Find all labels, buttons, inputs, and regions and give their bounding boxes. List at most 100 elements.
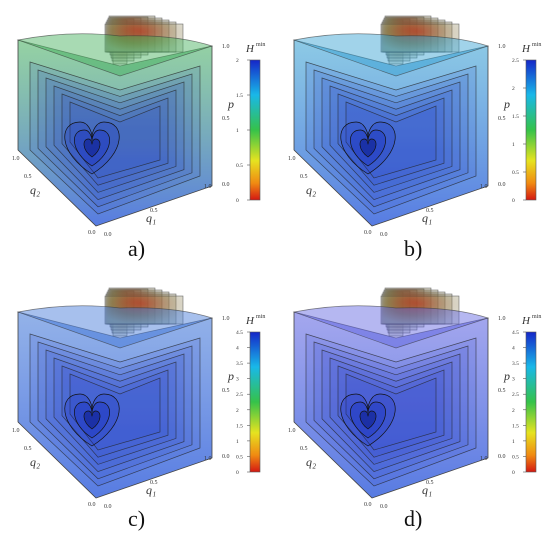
isosurface-plot-a: 1.0 0.5 0.0 q₂ 1.0 0.5 0.0 q₁ 1.0 0.5 0.0 p H min 2 1.5…	[12, 15, 265, 238]
q2-axis-label: q₂	[306, 183, 316, 197]
q2-tick-max: 1.0	[12, 156, 20, 162]
heart-contours	[64, 121, 120, 175]
axis-labels: 1.0 0.5 0.0 q₂ 1.0 0.5 0.0 q₁ 1.0 0.5 0.0 p	[12, 316, 234, 510]
q1-axis-label: q₁	[146, 211, 156, 225]
nested-shell	[329, 85, 453, 193]
p-axis-label: p	[227, 97, 234, 111]
isosurface-group: 1.0 0.5 0.0 q₂ 1.0 0.5 0.0 q₁ 1.0 0.5 0.0 p	[12, 287, 234, 510]
colorbar-title-sup: min	[532, 42, 541, 48]
q1-axis-label: q₁	[422, 483, 432, 497]
colorbar-tick-label: 4.5	[512, 330, 519, 336]
nested-shell	[305, 61, 477, 215]
nested-shell	[53, 85, 177, 193]
colorbar-tick-label: 0	[236, 470, 239, 476]
colorbar-tick-label: 4	[512, 346, 515, 352]
colorbar-gradient	[249, 59, 261, 201]
colorbar-tick-label: 3	[512, 377, 515, 383]
q1-axis-label: q₁	[146, 483, 156, 497]
colorbar-tick-label: 0.5	[236, 454, 243, 460]
nested-shell	[69, 101, 161, 179]
caption-d: d)	[404, 506, 423, 531]
colorbar-tick-label: 1	[512, 142, 515, 148]
box-frame	[17, 40, 213, 227]
q2-tick-mid: 0.5	[300, 174, 308, 180]
slice-plane	[380, 23, 460, 53]
q2-tick-mid: 0.5	[24, 174, 32, 180]
colorbar-title: H	[521, 315, 531, 327]
colorbar-tick-label: 1	[236, 439, 239, 445]
colorbar-title: H	[245, 315, 255, 327]
colorbar-title: H	[245, 43, 255, 55]
isosurface-group: 1.0 0.5 0.0 q₂ 1.0 0.5 0.0 q₁ 1.0 0.5 0.0 p	[12, 15, 234, 238]
colorbar-tick-label: 1.5	[236, 93, 243, 99]
p-tick-max: 1.0	[498, 44, 506, 50]
colorbar-tick-label: 2.5	[512, 392, 519, 398]
heart-contour	[359, 138, 377, 158]
q2-tick-min: 0.0	[364, 230, 372, 236]
q1-tick-mid: 0.5	[426, 480, 434, 486]
heart-contour	[359, 410, 377, 430]
colorbar-tick-label: 1.5	[512, 423, 519, 429]
top-lid	[292, 33, 490, 77]
heart-contours	[340, 393, 396, 447]
nested-shell	[37, 341, 193, 480]
q2-tick-max: 1.0	[12, 428, 20, 434]
p-tick-min: 0.0	[498, 454, 506, 460]
colorbar-title-sup: min	[532, 314, 541, 320]
q2-tick-min: 0.0	[88, 502, 96, 508]
isosurface-plot-b: 1.0 0.5 0.0 q₂ 1.0 0.5 0.0 q₁ 1.0 0.5 0.0 p H min 2.5 2…	[288, 15, 541, 238]
colorbar-gradient	[525, 59, 537, 201]
nested-shell	[61, 93, 169, 186]
p-tick-mid: 0.5	[498, 388, 506, 394]
colorbar-gradient	[249, 331, 261, 473]
colorbar-tick-label: 0.5	[512, 170, 519, 176]
nested-shell	[313, 69, 469, 208]
nested-shell	[69, 373, 161, 451]
colorbar-tick-label: 3	[236, 377, 239, 383]
colorbar-tick-label: 4	[236, 346, 239, 352]
nested-shell	[29, 61, 201, 215]
p-tick-max: 1.0	[222, 316, 230, 322]
slice-plane	[104, 295, 184, 325]
isosurface-plot-d: 1.0 0.5 0.0 q₂ 1.0 0.5 0.0 q₁ 1.0 0.5 0.0 p H min 4.5 4…	[288, 287, 541, 510]
iso-body	[292, 33, 490, 227]
colorbar-tick-label: 0	[512, 470, 515, 476]
axis-labels: 1.0 0.5 0.0 q₂ 1.0 0.5 0.0 q₁ 1.0 0.5 0.0 p	[288, 44, 510, 238]
nested-shell	[305, 333, 477, 487]
q2-axis-label: q₂	[306, 455, 316, 469]
q1-tick-min: 0.0	[104, 504, 112, 510]
colorbar-tick-label: 2	[236, 58, 239, 64]
axis-labels: 1.0 0.5 0.0 q₂ 1.0 0.5 0.0 q₁ 1.0 0.5 0.0 p	[12, 44, 234, 238]
nested-shell	[329, 357, 453, 465]
q1-tick-max: 1.0	[480, 184, 488, 190]
q1-tick-min: 0.0	[380, 232, 388, 238]
q1-tick-min: 0.0	[380, 504, 388, 510]
p-tick-mid: 0.5	[222, 388, 230, 394]
nested-shell	[53, 357, 177, 465]
heart-contour	[83, 138, 101, 158]
slice-plane	[104, 23, 184, 53]
p-tick-min: 0.0	[222, 454, 230, 460]
p-tick-mid: 0.5	[498, 116, 506, 122]
frame-edge	[371, 185, 489, 227]
nested-shell	[29, 333, 201, 487]
colorbar-tick-label: 1.5	[236, 423, 243, 429]
q2-axis-label: q₂	[30, 455, 40, 469]
nested-shell	[313, 341, 469, 480]
frame-edge	[17, 421, 97, 499]
box-frame	[293, 40, 489, 227]
nested-shell	[37, 69, 193, 208]
axis-labels: 1.0 0.5 0.0 q₂ 1.0 0.5 0.0 q₁ 1.0 0.5 0.0 p	[288, 316, 510, 510]
frame-edge	[95, 185, 213, 227]
iso-body	[16, 33, 214, 227]
q1-tick-mid: 0.5	[150, 208, 158, 214]
colorbar-tick-label: 2	[512, 86, 515, 92]
q1-tick-max: 1.0	[480, 456, 488, 462]
q2-tick-mid: 0.5	[24, 446, 32, 452]
colorbar-title: H	[521, 43, 531, 55]
slice-plane	[380, 295, 460, 325]
q2-axis-label: q₂	[30, 183, 40, 197]
